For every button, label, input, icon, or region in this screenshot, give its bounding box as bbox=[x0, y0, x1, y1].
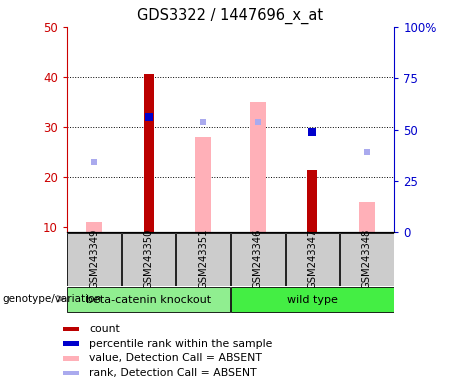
Bar bbox=[64, 356, 79, 361]
Bar bbox=[67, 233, 121, 286]
Bar bbox=[64, 371, 79, 376]
Bar bbox=[340, 233, 394, 286]
Text: GSM243346: GSM243346 bbox=[253, 229, 263, 290]
Text: genotype/variation: genotype/variation bbox=[2, 294, 101, 304]
Bar bbox=[231, 233, 284, 286]
Text: wild type: wild type bbox=[287, 295, 338, 305]
Text: rank, Detection Call = ABSENT: rank, Detection Call = ABSENT bbox=[89, 368, 257, 378]
Text: value, Detection Call = ABSENT: value, Detection Call = ABSENT bbox=[89, 353, 262, 364]
Bar bbox=[249, 102, 266, 232]
Text: GSM243350: GSM243350 bbox=[144, 229, 154, 290]
Bar bbox=[359, 202, 375, 232]
Bar bbox=[64, 327, 79, 331]
Bar bbox=[231, 287, 394, 312]
Text: percentile rank within the sample: percentile rank within the sample bbox=[89, 339, 273, 349]
Bar bbox=[122, 233, 175, 286]
Title: GDS3322 / 1447696_x_at: GDS3322 / 1447696_x_at bbox=[137, 8, 324, 24]
Bar bbox=[177, 233, 230, 286]
Text: count: count bbox=[89, 324, 120, 334]
Text: GSM243351: GSM243351 bbox=[198, 229, 208, 290]
Text: GSM243349: GSM243349 bbox=[89, 229, 99, 290]
Text: beta-catenin knockout: beta-catenin knockout bbox=[86, 295, 211, 305]
Bar bbox=[64, 341, 79, 346]
Text: GSM243347: GSM243347 bbox=[307, 229, 317, 290]
Bar bbox=[67, 287, 230, 312]
Text: GSM243348: GSM243348 bbox=[362, 229, 372, 289]
Bar bbox=[195, 137, 212, 232]
Bar bbox=[144, 74, 154, 232]
Bar bbox=[286, 233, 339, 286]
Bar bbox=[307, 170, 317, 232]
Bar bbox=[86, 222, 102, 232]
